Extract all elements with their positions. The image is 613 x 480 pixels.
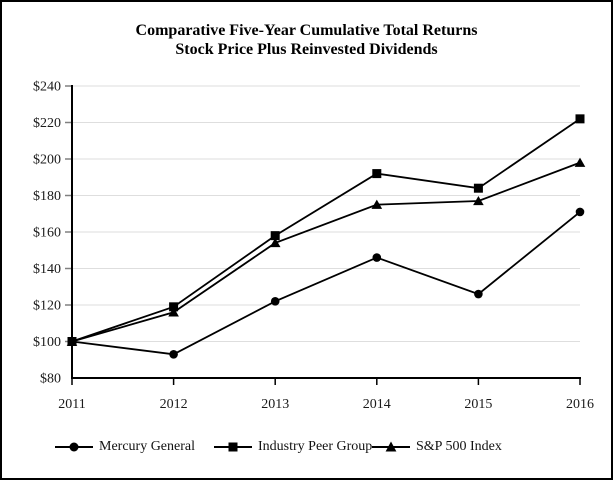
legend-label: Mercury General <box>99 439 196 454</box>
legend-item-industry-peer-group: Industry Peer Group <box>214 439 372 455</box>
y-axis-label: $160 <box>33 226 61 241</box>
chart-title: Comparative Five-Year Cumulative Total R… <box>2 21 611 59</box>
data-point-mercury-general <box>270 297 280 306</box>
data-point-industry-peer-group <box>575 114 585 124</box>
data-point-industry-peer-group <box>473 183 483 193</box>
legend-item-s-p-500-index: S&P 500 Index <box>372 439 502 455</box>
data-point-industry-peer-group <box>67 337 77 346</box>
series-line-industry-peer-group <box>71 118 581 343</box>
data-point-mercury-general <box>169 349 178 359</box>
legend-item-mercury-general: Mercury General <box>55 439 195 455</box>
data-point-industry-peer-group <box>372 169 382 179</box>
data-point-mercury-general <box>474 289 483 299</box>
data-point-s-p-500-index <box>574 157 586 167</box>
y-axis-label: $200 <box>33 153 61 168</box>
y-axis-label: $240 <box>33 80 61 95</box>
x-axis-label: 2015 <box>464 397 492 412</box>
data-point-mercury-general <box>575 207 585 217</box>
series-line-s-p-500-index <box>71 161 581 343</box>
y-axis-label: $180 <box>33 189 61 204</box>
legend-label: S&P 500 Index <box>416 439 502 454</box>
chart-title-line1: Comparative Five-Year Cumulative Total R… <box>135 22 478 39</box>
circle-marker-icon <box>55 442 93 452</box>
x-axis-label: 2014 <box>363 397 391 412</box>
square-marker-icon <box>214 442 252 452</box>
x-axis-label: 2016 <box>566 397 594 412</box>
legend-label: Industry Peer Group <box>258 439 373 454</box>
y-axis-label: $80 <box>40 372 61 387</box>
data-point-s-p-500-index <box>473 195 484 206</box>
data-point-s-p-500-index <box>269 237 281 248</box>
triangle-marker-icon <box>372 441 410 452</box>
chart-title-line2: Stock Price Plus Reinvested Dividends <box>175 41 438 58</box>
y-axis-label: $120 <box>33 299 61 314</box>
data-point-s-p-500-index <box>371 199 383 209</box>
x-axis-label: 2013 <box>261 397 289 412</box>
y-axis-label: $100 <box>33 335 61 350</box>
data-point-industry-peer-group <box>169 302 179 312</box>
series-line-mercury-general <box>71 211 581 356</box>
data-point-mercury-general <box>372 253 382 262</box>
x-axis-label: 2012 <box>160 397 188 412</box>
data-point-s-p-500-index <box>168 307 179 317</box>
y-axis-label: $140 <box>33 262 61 277</box>
x-axis-label: 2011 <box>58 397 85 412</box>
data-point-industry-peer-group <box>270 231 280 241</box>
y-axis-label: $220 <box>33 116 61 131</box>
